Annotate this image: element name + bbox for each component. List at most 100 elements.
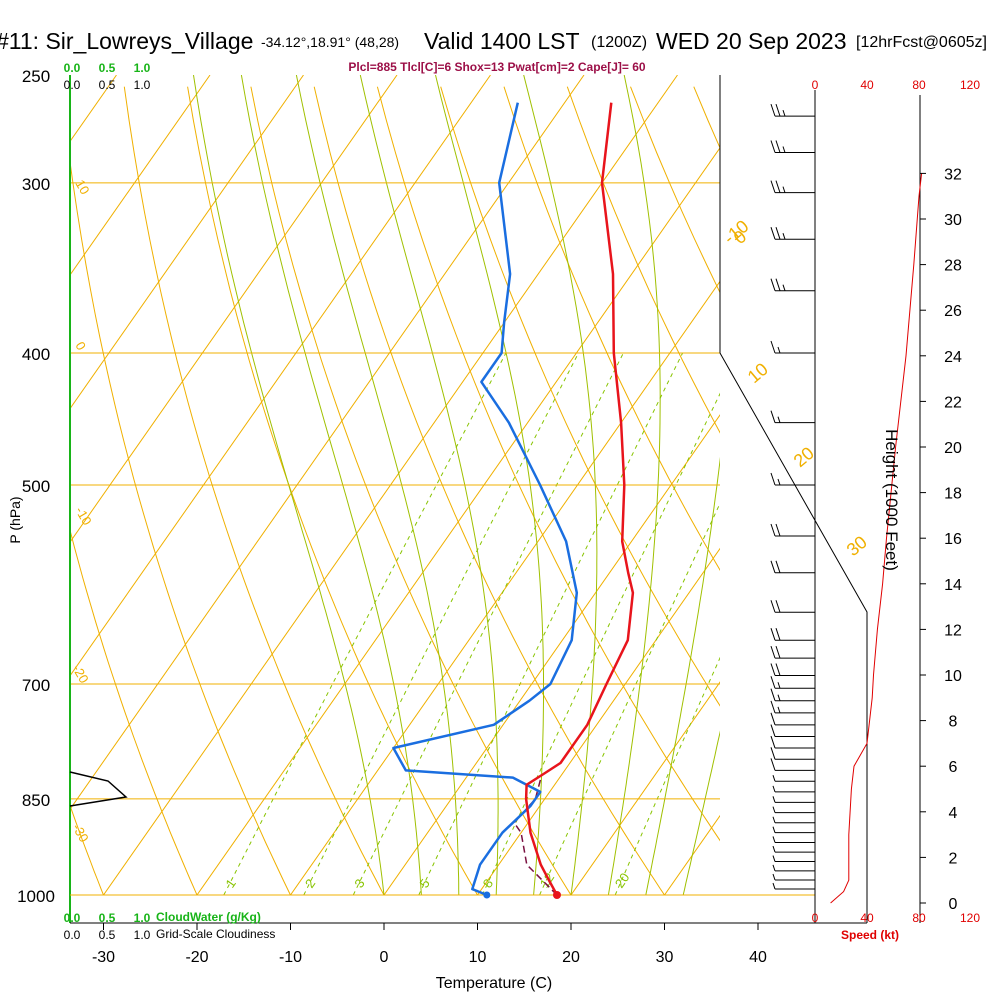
wind-barb	[770, 712, 815, 726]
wind-barb-half	[772, 845, 776, 853]
wind-barb-half	[772, 775, 776, 782]
moist-adiabat-line	[240, 75, 422, 895]
wind-barb	[770, 700, 815, 714]
height-tick-label: 32	[944, 166, 962, 183]
cloudiness-tick: 1.0	[134, 928, 151, 942]
zulu-time: (1200Z)	[591, 34, 647, 51]
dry-adiabat-line	[70, 158, 292, 895]
height-tick-label: 12	[944, 622, 962, 639]
height-tick-label: 2	[949, 850, 958, 867]
cloudiness-label: Grid-Scale Cloudiness	[156, 927, 275, 941]
wind-barb-flag	[775, 523, 781, 537]
wind-barb-half	[782, 109, 786, 117]
moist-adiabat-line	[645, 456, 720, 895]
x-tick-label: 40	[749, 949, 767, 966]
wind-barb-half	[772, 873, 776, 881]
wind-barb	[772, 816, 815, 824]
isotherm-line	[70, 75, 304, 410]
surface-temp-marker	[552, 891, 561, 899]
wind-barb	[772, 845, 815, 853]
speed-tick-bottom: 0	[812, 911, 819, 925]
wind-barbs	[770, 103, 815, 890]
dry-adiabat-line	[566, 86, 720, 434]
height-axis-title: Height (1000 Feet)	[882, 429, 901, 571]
cloud-water-tick: 1.0	[134, 911, 151, 925]
wind-barb-flag	[775, 278, 781, 291]
wind-barb	[770, 523, 815, 537]
x-axis-title: Temperature (C)	[436, 975, 552, 992]
wind-barb-half	[777, 694, 781, 701]
wind-barb-flag	[770, 645, 776, 659]
wind-barb-half	[772, 785, 776, 793]
pressure-tick-label: 1000	[17, 887, 55, 906]
wind-barb-flag	[775, 645, 781, 659]
moist-adiabat-line	[295, 75, 460, 895]
moist-adiabat-line	[435, 75, 544, 895]
wind-barb-flag	[770, 712, 776, 725]
wind-barb-half	[772, 864, 776, 872]
wind-barb-flag	[770, 180, 776, 193]
dry-adiabat-line	[70, 528, 198, 895]
x-tick-label: -30	[92, 949, 115, 966]
height-tick-label: 16	[944, 531, 962, 548]
wind-barb-flag	[775, 140, 781, 153]
wind-barb	[770, 688, 815, 702]
wind-barb	[770, 560, 815, 574]
wind-barb-flag	[770, 747, 776, 760]
height-tick-label: 14	[944, 577, 962, 594]
mixing-ratio-line	[614, 656, 720, 895]
pressure-tick-label: 700	[22, 676, 50, 695]
wind-barb-flag	[770, 688, 776, 701]
axes-labels: -30 -20 -10 0 10 20 30 40 250 300 400 500 700 850 1000…	[17, 61, 767, 966]
moist-adiabat-line	[193, 75, 385, 895]
wind-barb-half	[772, 796, 776, 803]
speed-label: Speed (kt)	[841, 928, 899, 942]
wind-barb-flag	[770, 663, 776, 676]
wind-barb-half	[782, 186, 786, 193]
speed-tick-top: 120	[960, 78, 980, 92]
dry-adiabat-label: 10	[72, 177, 92, 197]
surface-dew-marker	[483, 891, 491, 899]
wind-barb-half	[777, 416, 781, 423]
x-tick-label: 10	[469, 949, 487, 966]
wind-barb-flag	[770, 278, 776, 291]
cloud-water-label: CloudWater (g/Kg)	[156, 910, 261, 924]
wind-barb-flag	[770, 628, 776, 641]
wind-barb	[772, 882, 815, 890]
dry-adiabat-line	[313, 86, 666, 895]
wind-barb-half	[777, 682, 781, 689]
wind-barb-half	[772, 816, 776, 823]
speed-tick-top: 40	[860, 78, 874, 92]
wind-barb-flag	[775, 663, 781, 676]
wind-barb	[770, 724, 815, 738]
y-axis-title: P (hPa)	[7, 496, 23, 543]
pressure-tick-label: 500	[22, 477, 50, 496]
dry-adiabat-line	[503, 86, 720, 572]
wind-barb-flag	[775, 560, 781, 573]
height-tick-label: 30	[944, 212, 962, 229]
forecast-info: [12hrFcst@0605z]	[856, 34, 987, 51]
wind-barb-flag	[770, 560, 776, 573]
dry-adiabat-line	[376, 86, 720, 842]
speed-tick-top: 80	[912, 78, 926, 92]
pressure-tick-label: 850	[22, 791, 50, 810]
wind-barb	[770, 600, 815, 613]
wind-barb	[770, 472, 815, 486]
dewpoint-profile	[392, 102, 579, 897]
cloud-water-tick: 1.0	[134, 61, 151, 75]
isotherm-line	[70, 75, 211, 276]
wind-barb	[772, 826, 815, 834]
wind-barb	[770, 410, 815, 424]
wind-barb-flag	[770, 140, 776, 153]
x-tick-label: 0	[380, 949, 389, 966]
height-tick-label: 8	[949, 714, 958, 731]
cloudiness-tick: 1.0	[134, 78, 151, 92]
wind-barb-flag	[770, 103, 776, 117]
wind-barb-half	[772, 882, 776, 890]
wind-barb	[770, 340, 815, 354]
wind-barb-flag	[770, 523, 776, 537]
pressure-tick-label: 300	[22, 175, 50, 194]
mixing-ratio-label: 20	[612, 870, 633, 890]
